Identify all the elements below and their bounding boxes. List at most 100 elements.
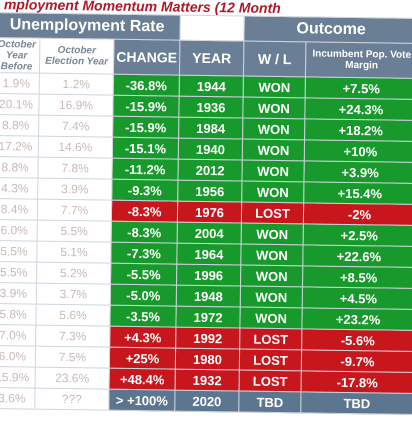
outcome-cell: -5.6% xyxy=(301,328,412,352)
rate-cell: 16.9% xyxy=(38,94,114,117)
outcome-cell: WON xyxy=(240,243,304,266)
outcome-cell: +2.5% xyxy=(303,223,412,247)
rate-cell: 6.0% xyxy=(0,345,36,368)
outcome-cell: WON xyxy=(242,96,306,119)
outcome-cell: -15.9% xyxy=(112,116,179,139)
group-header: Outcome xyxy=(243,15,412,44)
outcome-cell: 1972 xyxy=(175,306,241,328)
outcome-cell: WON xyxy=(241,222,304,245)
outcome-cell: +48.4% xyxy=(109,368,176,391)
outcome-cell: 1944 xyxy=(179,75,244,97)
outcome-cell: TBD xyxy=(238,390,302,413)
outcome-cell: TBD xyxy=(300,391,412,415)
rate-cell: 5.8% xyxy=(0,303,37,326)
outcome-cell: 2012 xyxy=(177,159,243,181)
outcome-cell: +25% xyxy=(109,347,176,370)
column-header: October Election Year xyxy=(39,38,114,75)
outcome-cell: -9.3% xyxy=(111,179,178,202)
rate-cell: 3.6% xyxy=(0,387,36,410)
outcome-cell: -15.9% xyxy=(112,95,180,118)
outcome-cell: +8.5% xyxy=(302,265,412,289)
outcome-cell: LOST xyxy=(239,327,302,350)
outcome-cell: -9.7% xyxy=(301,349,412,373)
outcome-cell: -3.5% xyxy=(109,305,177,328)
column-header-row: October Year Before October Election Yea… xyxy=(0,37,412,79)
outcome-cell: +7.5% xyxy=(305,76,412,100)
outcome-cell: -15.1% xyxy=(112,137,179,160)
outcome-cell: LOST xyxy=(241,201,304,224)
outcome-cell: +3.9% xyxy=(303,160,412,184)
column-header: W / L xyxy=(243,40,306,77)
outcome-cell: 1932 xyxy=(175,369,240,391)
outcome-cell: +4.3% xyxy=(109,326,176,349)
rate-cell: 7.4% xyxy=(38,115,113,138)
rate-cell: 15.9% xyxy=(0,366,36,389)
rate-cell: 3.7% xyxy=(36,283,111,306)
outcome-cell: WON xyxy=(242,138,305,161)
outcome-cell: -17.8% xyxy=(301,370,412,394)
rate-cell: 17.2% xyxy=(0,135,39,158)
rate-cell: 7.3% xyxy=(35,325,110,348)
outcome-cell: WON xyxy=(243,75,306,98)
outcome-cell: +18.2% xyxy=(304,118,412,142)
column-header: CHANGE xyxy=(113,39,180,76)
outcome-cell: 1984 xyxy=(178,117,243,139)
outcome-cell: -36.8% xyxy=(113,74,180,97)
rate-cell: 8.8% xyxy=(0,156,39,179)
outcome-cell: > +100% xyxy=(108,389,176,412)
outcome-cell: -5.0% xyxy=(110,284,177,307)
rate-cell: 14.6% xyxy=(38,136,113,159)
outcome-cell: WON xyxy=(242,117,305,140)
outcome-cell: LOST xyxy=(239,369,302,392)
outcome-cell: 1992 xyxy=(175,327,240,349)
column-header: Incumbent Pop. Vote Margin xyxy=(305,41,412,79)
outcome-cell: -2% xyxy=(303,202,412,226)
outcome-cell: 1976 xyxy=(177,201,242,223)
rate-cell: 5.5% xyxy=(37,220,112,243)
outcome-cell: 2020 xyxy=(174,390,240,412)
outcome-cell: -7.3% xyxy=(110,242,178,265)
outcome-cell: 1936 xyxy=(178,96,244,118)
rate-cell: ??? xyxy=(34,388,110,411)
table-photo: mployment Momentum Matters (12 Month Une… xyxy=(0,0,412,415)
outcome-cell: -8.3% xyxy=(111,221,178,244)
outcome-cell: 1964 xyxy=(176,243,242,265)
rate-cell: 7.7% xyxy=(37,199,112,222)
rate-cell: 5.5% xyxy=(0,261,37,284)
rate-cell: 1.9% xyxy=(0,72,40,95)
outcome-cell: -11.2% xyxy=(111,158,179,181)
outcome-cell: WON xyxy=(240,285,303,308)
rate-cell: 7.8% xyxy=(37,157,113,180)
outcome-cell: +10% xyxy=(304,139,412,163)
outcome-cell: +24.3% xyxy=(304,97,412,121)
outcome-cell: +4.5% xyxy=(302,286,412,310)
table-body: Unemployment Rate Outcome October Year B… xyxy=(0,12,412,415)
rate-cell: 3.9% xyxy=(0,282,37,305)
outcome-cell: 1996 xyxy=(176,264,241,286)
rate-cell: 4.3% xyxy=(0,177,38,200)
rate-cell: 7.0% xyxy=(0,324,36,347)
outcome-cell: WON xyxy=(239,306,303,329)
outcome-cell: +22.6% xyxy=(302,244,412,268)
outcome-cell: -8.3% xyxy=(111,200,178,223)
rate-cell: 23.6% xyxy=(35,367,110,390)
outcome-cell: 1940 xyxy=(178,138,243,160)
rate-cell: 5.5% xyxy=(0,240,38,263)
outcome-cell: +15.4% xyxy=(303,181,412,205)
outcome-cell: -5.5% xyxy=(110,263,177,286)
outcome-cell: WON xyxy=(240,264,303,287)
outcome-cell: WON xyxy=(241,159,305,182)
outcome-cell: 2004 xyxy=(177,222,242,244)
rate-cell: 5.1% xyxy=(36,241,112,264)
outcome-cell: 1948 xyxy=(176,285,241,307)
rate-cell: 6.0% xyxy=(0,219,38,242)
outcome-cell: WON xyxy=(241,180,304,203)
rate-cell: 1.2% xyxy=(39,73,114,96)
blank-cell xyxy=(179,15,245,41)
rate-cell: 7.5% xyxy=(35,346,110,369)
table: Unemployment Rate Outcome October Year B… xyxy=(0,12,412,415)
rate-cell: 8.8% xyxy=(0,114,39,137)
rate-cell: 3.9% xyxy=(37,178,112,201)
outcome-cell: LOST xyxy=(239,348,302,371)
rate-cell: 8.4% xyxy=(0,198,38,221)
